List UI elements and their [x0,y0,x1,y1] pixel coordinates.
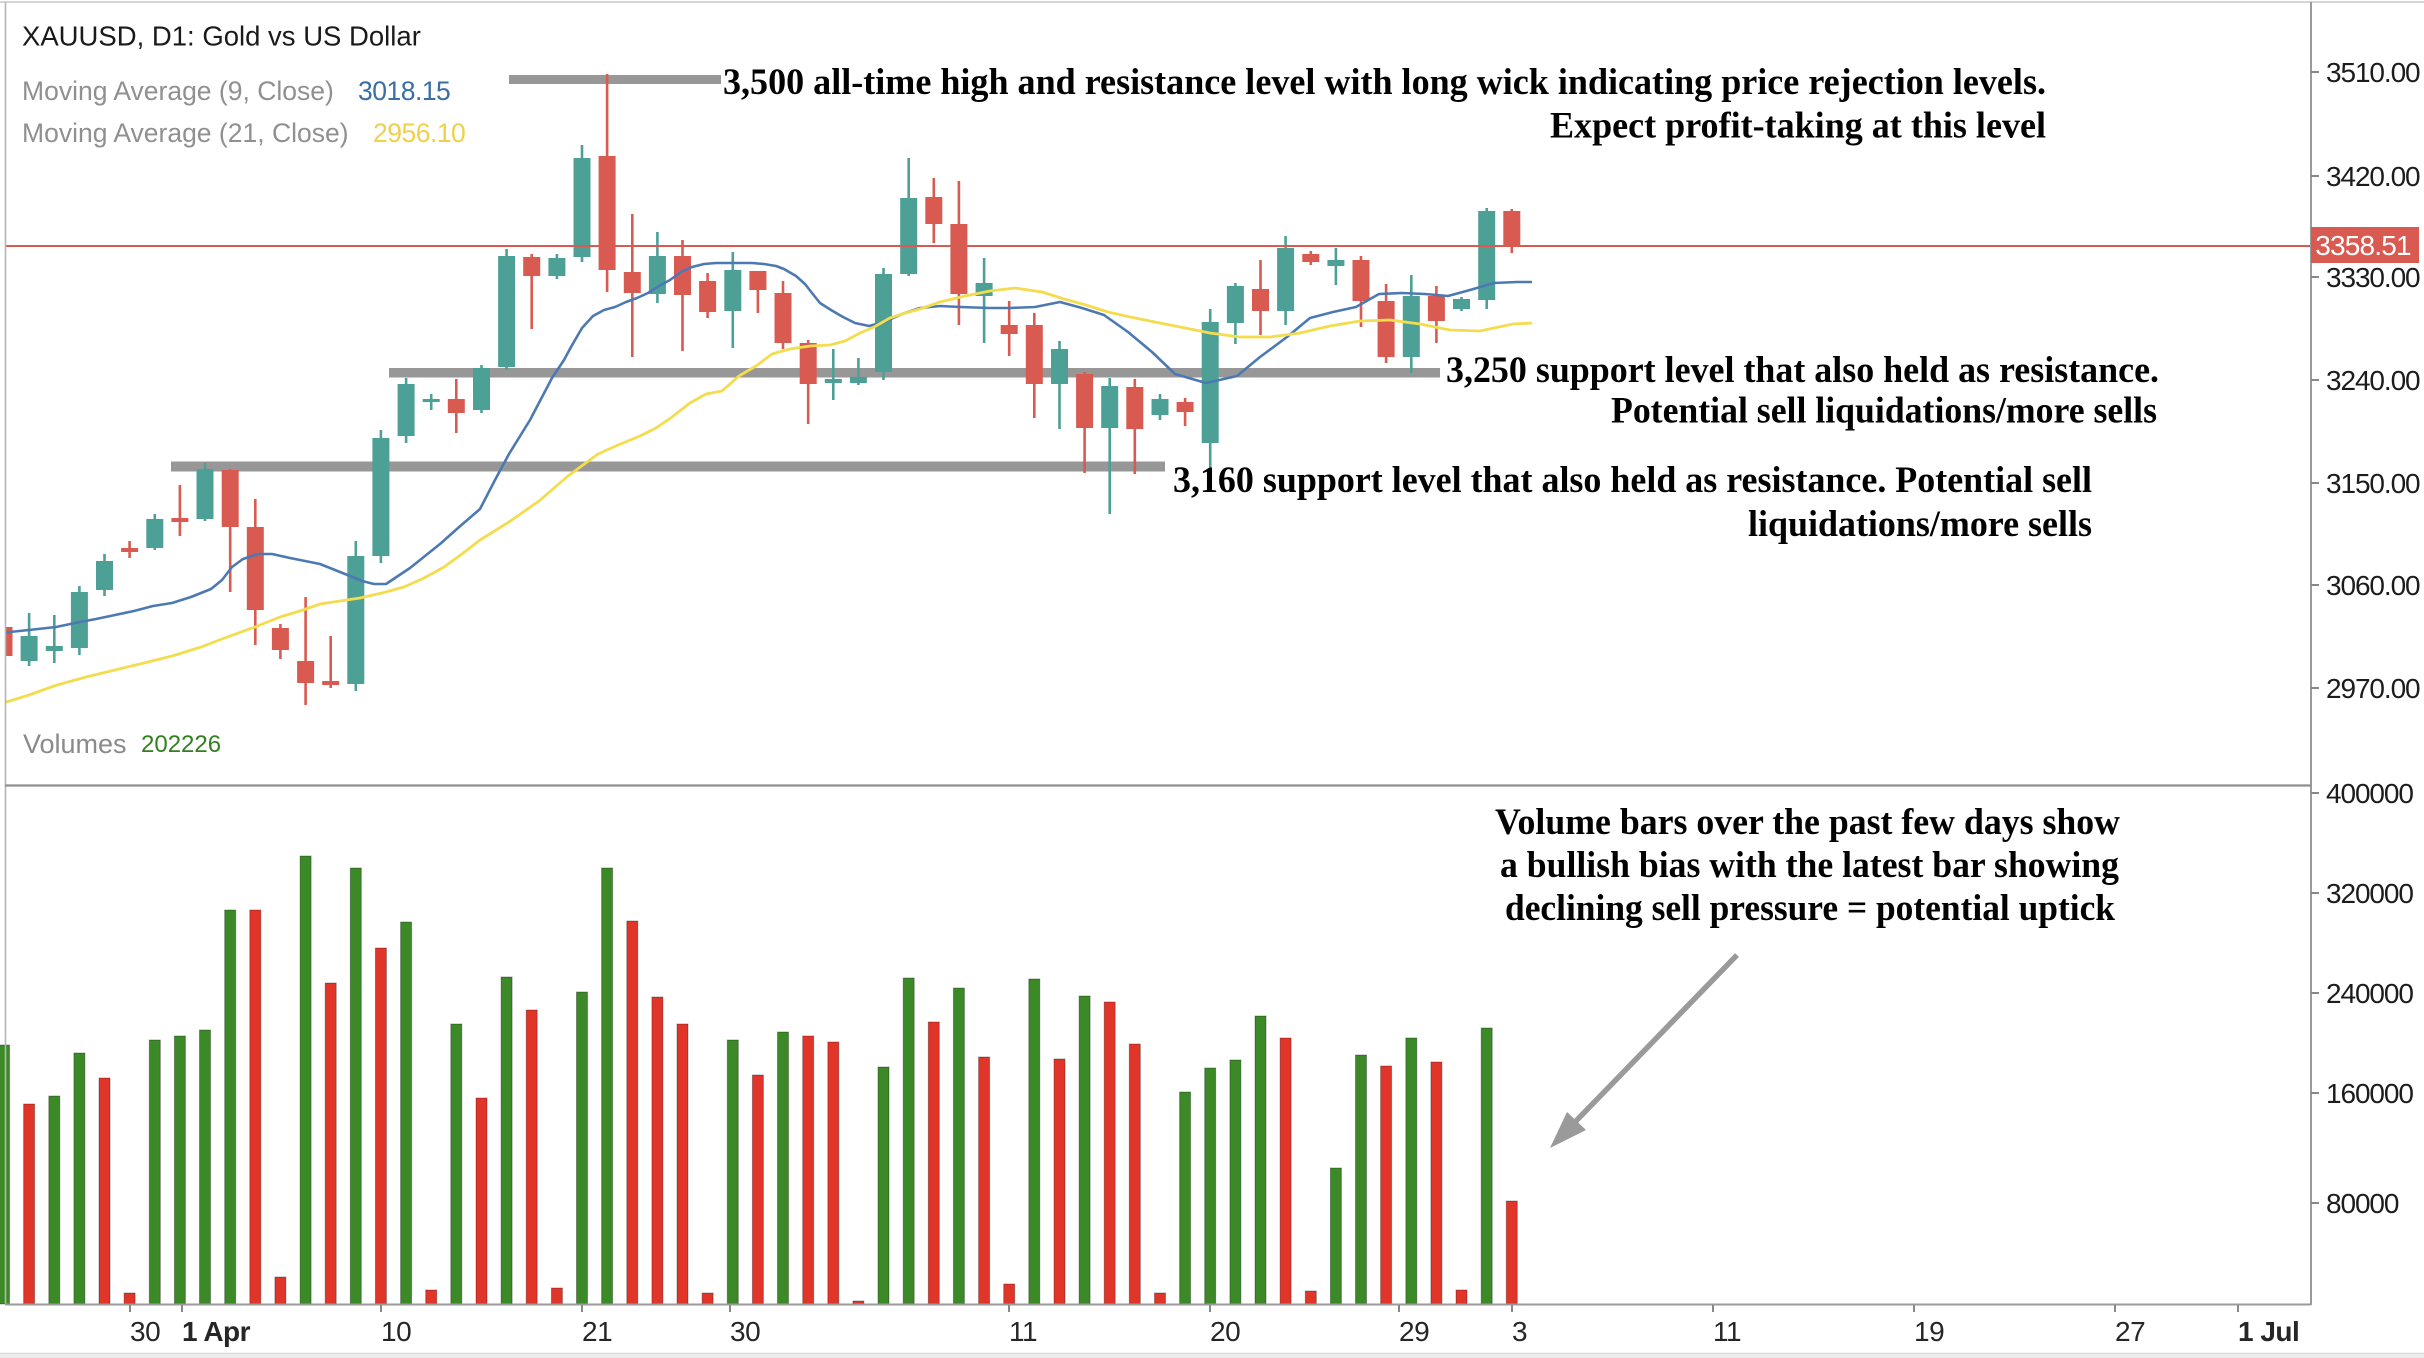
svg-text:Expect profit-taking at this l: Expect profit-taking at this level [1550,105,2046,146]
svg-text:400000: 400000 [2326,778,2413,809]
svg-text:3150.00: 3150.00 [2326,468,2420,499]
svg-text:1 Apr: 1 Apr [182,1316,251,1347]
svg-text:3330.00: 3330.00 [2326,262,2420,293]
svg-text:Volume bars over the past few: Volume bars over the past few days show [1495,801,2121,842]
svg-text:Moving Average (21, Close): Moving Average (21, Close) [22,118,349,148]
svg-text:320000: 320000 [2326,878,2413,909]
svg-text:202226: 202226 [141,731,221,758]
svg-text:21: 21 [582,1316,612,1347]
svg-text:20: 20 [1210,1316,1240,1347]
svg-text:3018.15: 3018.15 [358,76,450,106]
svg-text:XAUUSD, D1: Gold vs US Dollar: XAUUSD, D1: Gold vs US Dollar [22,21,421,52]
svg-text:3358.51: 3358.51 [2315,230,2411,261]
svg-text:3: 3 [1512,1316,1527,1347]
svg-text:80000: 80000 [2326,1188,2399,1219]
svg-text:Volumes: Volumes [23,729,127,759]
svg-text:160000: 160000 [2326,1078,2413,1109]
svg-text:29: 29 [1399,1316,1429,1347]
svg-text:30: 30 [130,1316,160,1347]
svg-text:liquidations/more sells: liquidations/more sells [1748,503,2092,544]
svg-text:1 Jul: 1 Jul [2238,1316,2299,1347]
svg-text:30: 30 [730,1316,760,1347]
svg-text:19: 19 [1914,1316,1944,1347]
svg-text:240000: 240000 [2326,978,2413,1009]
svg-text:3240.00: 3240.00 [2326,365,2420,396]
svg-text:a bullish bias with the latest: a bullish bias with the latest bar showi… [1500,844,2119,885]
svg-text:Potential sell liquidations/mo: Potential sell liquidations/more sells [1611,390,2157,431]
svg-text:2970.00: 2970.00 [2326,673,2420,704]
svg-text:3,250 support level that also: 3,250 support level that also held as re… [1446,349,2159,390]
svg-text:3060.00: 3060.00 [2326,570,2420,601]
svg-text:3510.00: 3510.00 [2326,57,2420,88]
svg-text:3,160 support level that also: 3,160 support level that also held as re… [1173,459,2092,500]
svg-text:11: 11 [1009,1316,1037,1347]
svg-text:3,500 all-time high and resist: 3,500 all-time high and resistance level… [723,61,2046,102]
svg-text:Moving Average (9, Close): Moving Average (9, Close) [22,76,334,106]
svg-text:10: 10 [381,1316,411,1347]
svg-text:11: 11 [1713,1316,1741,1347]
svg-text:3420.00: 3420.00 [2326,161,2420,192]
svg-text:2956.10: 2956.10 [373,118,465,148]
svg-text:27: 27 [2115,1316,2145,1347]
svg-text:declining sell pressure = pote: declining sell pressure = potential upti… [1505,887,2116,928]
